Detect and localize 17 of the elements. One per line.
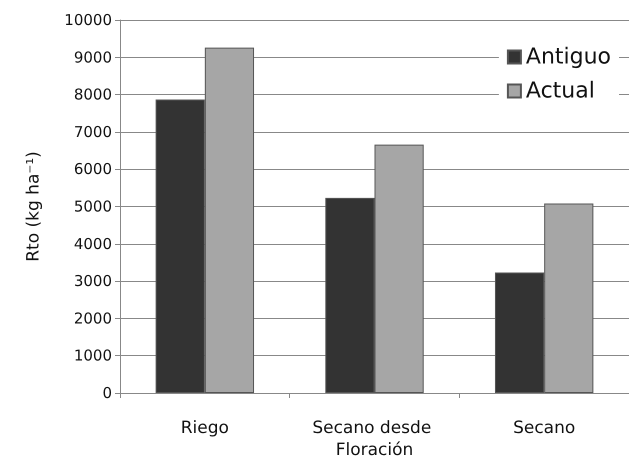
y-tick-label: 7000 xyxy=(74,122,112,141)
y-tick-label: 8000 xyxy=(74,86,112,104)
y-tick-label: 6000 xyxy=(74,160,112,178)
y-tick-label: 3000 xyxy=(74,272,112,290)
y-tick-label: 0 xyxy=(102,384,112,402)
legend-label: Actual xyxy=(526,78,595,104)
x-tick-label: Secano xyxy=(513,418,576,438)
x-tick-label: Riego xyxy=(180,418,229,438)
y-tick-label: 10000 xyxy=(64,11,112,29)
y-tick-label: 4000 xyxy=(74,234,112,253)
legend-label: Antiguo xyxy=(526,44,612,70)
y-axis-title: Rto (kg ha⁻¹) xyxy=(24,151,44,262)
y-tick-label: 2000 xyxy=(74,309,112,328)
y-tick-label: 5000 xyxy=(74,198,112,216)
x-tick-label: Secano desde Floración xyxy=(312,418,437,460)
y-tick-label: 9000 xyxy=(74,48,112,66)
y-tick-label: 1000 xyxy=(74,346,112,365)
